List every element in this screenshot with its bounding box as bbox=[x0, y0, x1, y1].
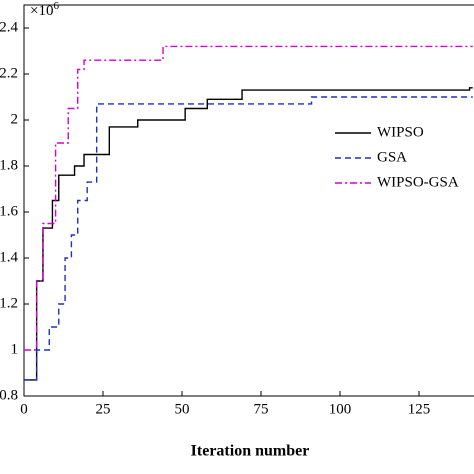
x-axis-label: Iteration number bbox=[191, 443, 310, 460]
y-tick-label: 0.8 bbox=[0, 387, 18, 403]
x-tick-label: 25 bbox=[96, 401, 111, 417]
y-tick-label: 1.8 bbox=[0, 157, 18, 173]
legend-label: WIPSO-GSA bbox=[377, 174, 459, 190]
series-line bbox=[24, 87, 473, 381]
y-tick-label: 1.4 bbox=[0, 249, 19, 265]
x-tick-label: 75 bbox=[254, 401, 269, 417]
x-tick-label: 100 bbox=[329, 401, 352, 417]
legend-label: WIPSO bbox=[377, 124, 424, 140]
x-tick-label: 125 bbox=[408, 401, 431, 417]
series-line bbox=[24, 96, 473, 381]
y-tick-label: 2.2 bbox=[0, 65, 18, 81]
y-tick-label: 1.6 bbox=[0, 203, 19, 219]
series-line bbox=[24, 45, 473, 351]
y-multiplier: ×106 bbox=[30, 0, 59, 19]
legend-label: GSA bbox=[377, 149, 407, 165]
y-tick-label: 1.2 bbox=[0, 295, 18, 311]
y-tick-label: 1 bbox=[11, 341, 19, 357]
y-tick-label: 2.4 bbox=[0, 19, 19, 35]
x-tick-label: 50 bbox=[175, 401, 190, 417]
plot-frame bbox=[23, 4, 474, 397]
y-tick-label: 2 bbox=[11, 111, 19, 127]
x-tick-label: 0 bbox=[20, 401, 28, 417]
